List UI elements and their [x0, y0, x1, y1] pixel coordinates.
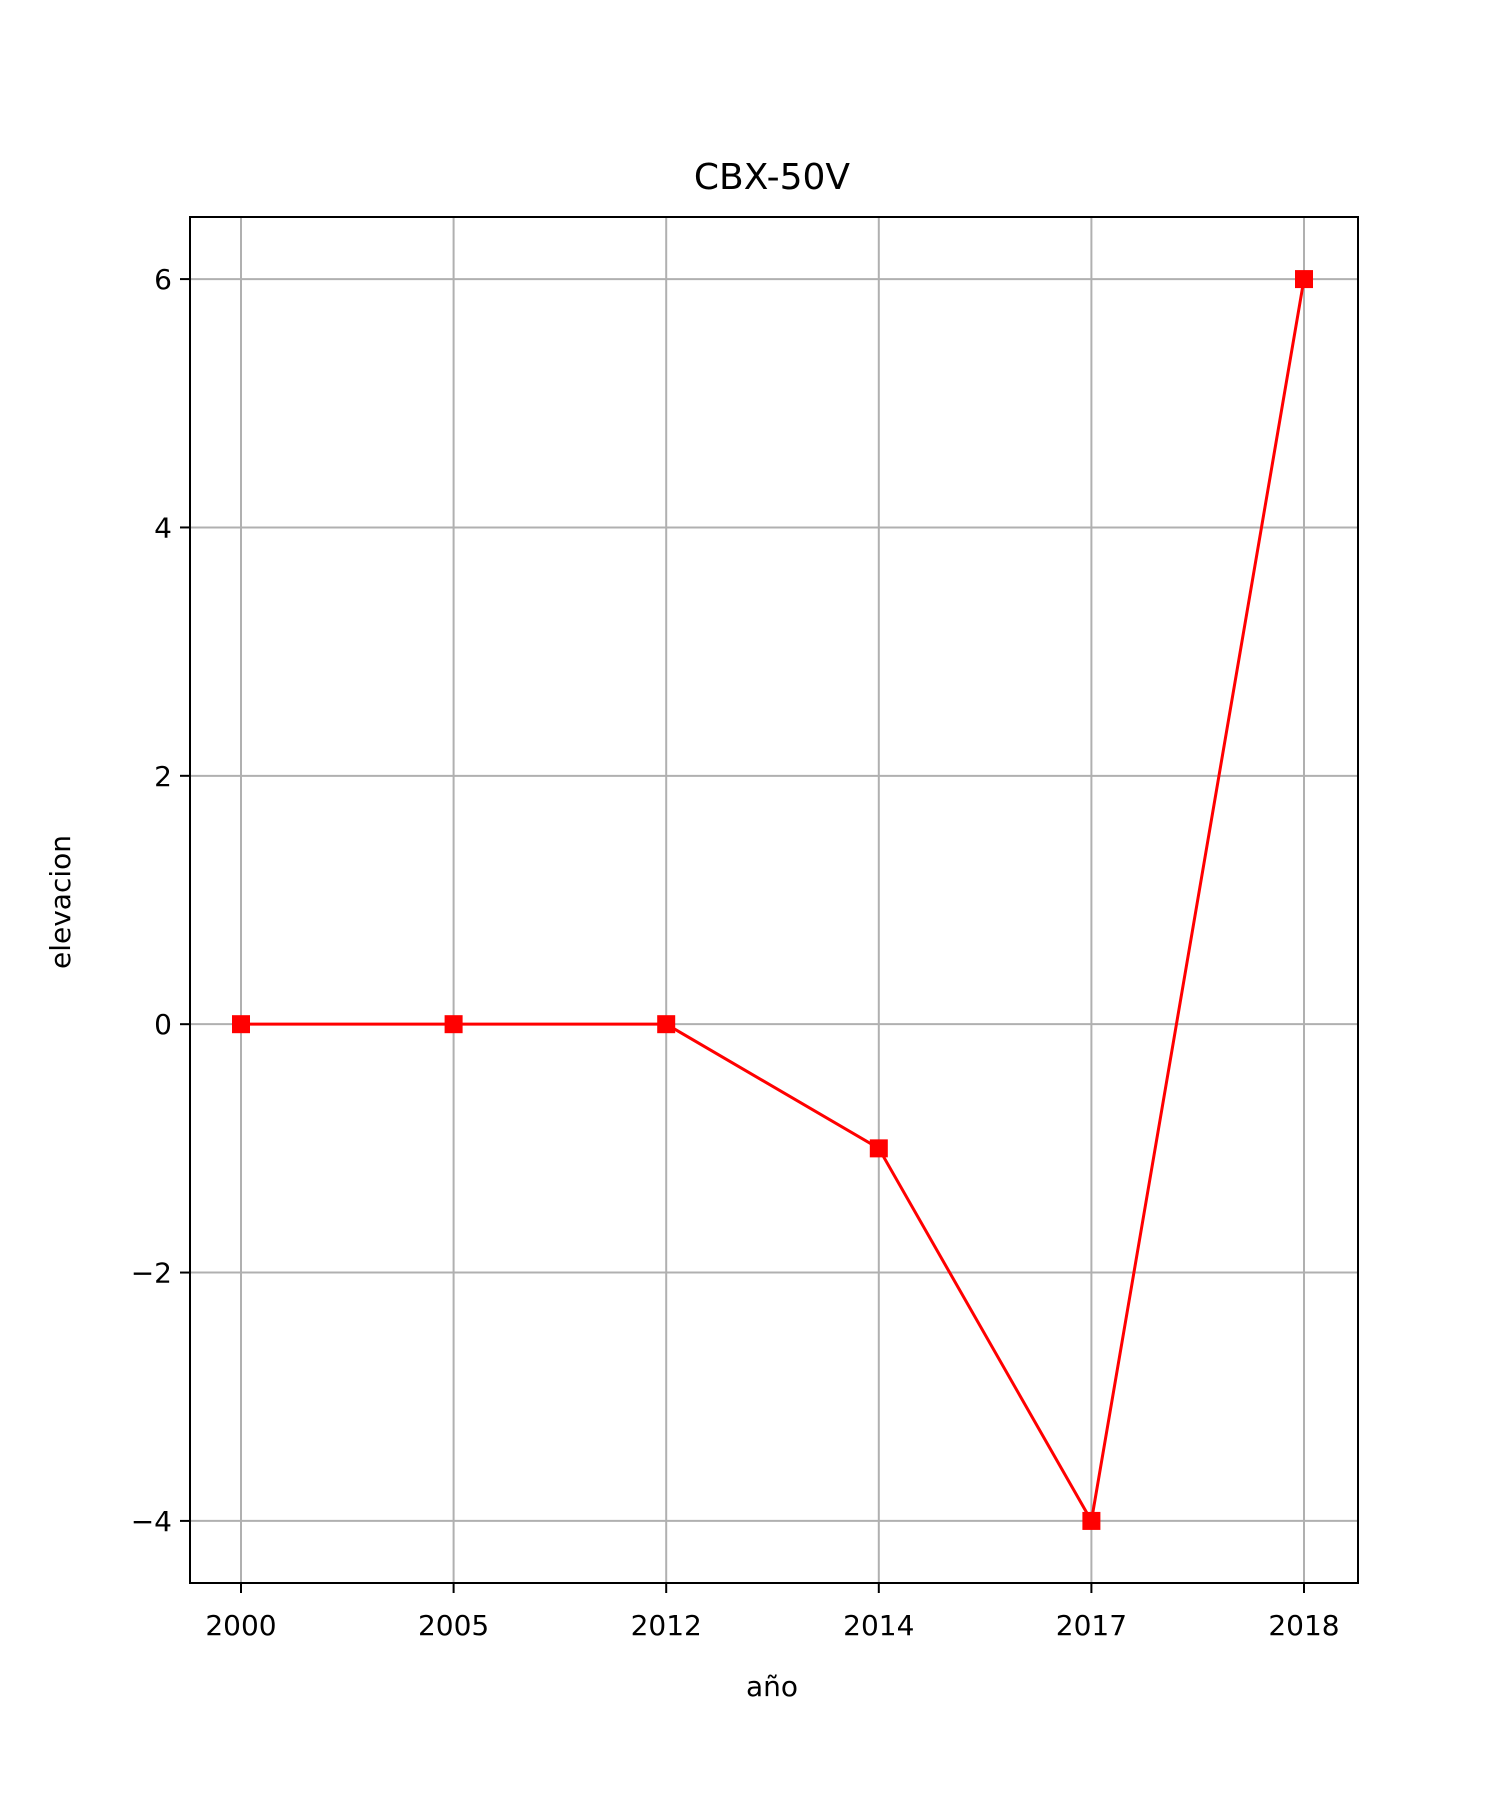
y-tick-label: 0 — [154, 1008, 172, 1041]
x-tick-label: 2018 — [1268, 1609, 1339, 1642]
data-point-marker — [444, 1015, 463, 1034]
x-tick-label: 2017 — [1056, 1609, 1127, 1642]
x-axis-label: año — [746, 1670, 798, 1703]
y-axis-label: elevacion — [44, 835, 77, 969]
y-tick-label: 6 — [154, 263, 172, 296]
y-tick-label: 4 — [154, 511, 172, 544]
data-point-marker — [869, 1139, 888, 1158]
x-tick-label: 2000 — [205, 1609, 276, 1642]
axis-ticks: 2000 2005 2012 2014 2017 2018 −4 −2 0 2 4 6 — [131, 263, 1340, 1642]
y-tick-label: 2 — [154, 760, 172, 793]
x-tick-label: 2012 — [631, 1609, 702, 1642]
data-point-marker — [657, 1015, 676, 1034]
data-series — [232, 270, 1313, 1530]
x-tick-label: 2005 — [418, 1609, 489, 1642]
grid-lines — [190, 217, 1358, 1583]
y-tick-label: −2 — [131, 1257, 172, 1290]
plot-frame — [189, 216, 1359, 1584]
chart-title: CBX-50V — [694, 157, 851, 198]
data-point-marker — [1082, 1511, 1101, 1530]
data-point-marker — [232, 1015, 250, 1034]
x-tick-label: 2014 — [843, 1609, 914, 1642]
y-tick-label: −4 — [131, 1505, 172, 1538]
data-point-marker — [1295, 270, 1313, 289]
series-line — [241, 278, 1306, 1526]
